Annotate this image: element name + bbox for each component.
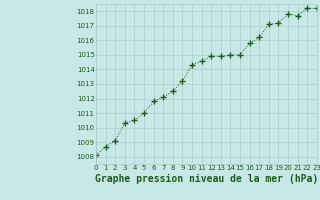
X-axis label: Graphe pression niveau de la mer (hPa): Graphe pression niveau de la mer (hPa): [95, 174, 318, 184]
